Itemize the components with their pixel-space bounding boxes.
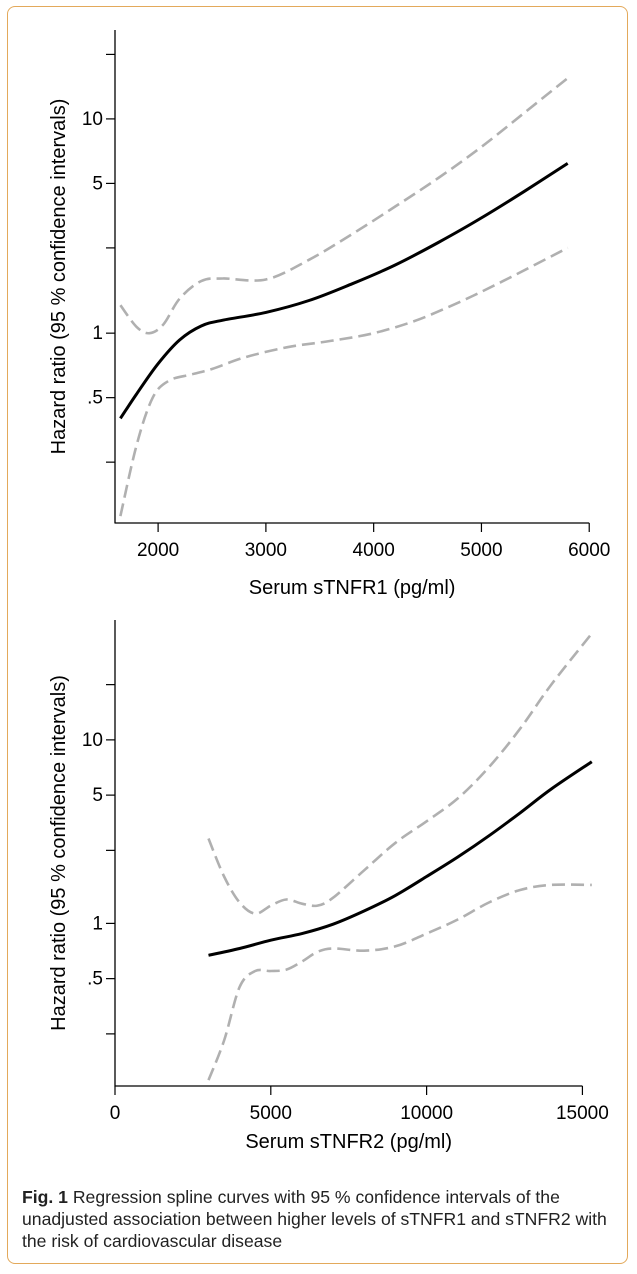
chart1-y-tick-label: .5 (87, 388, 103, 409)
chart1-x-tick-label: 2000 (137, 540, 179, 561)
caption-text: Regression spline curves with 95 % confi… (22, 1187, 607, 1251)
figure-caption: Fig. 1 Regression spline curves with 95 … (22, 1186, 622, 1252)
chart2-y-tick-label: 1 (92, 913, 103, 934)
figure-frame (7, 6, 628, 1264)
chart1-y-tick-label: 5 (92, 173, 103, 194)
chart2-x-tick-label: 5000 (250, 1103, 292, 1124)
chart2-y-tick-label: 10 (82, 730, 103, 751)
chart2-x-axis-label: Serum sTNFR2 (pg/ml) (245, 1131, 452, 1153)
chart2-x-tick-label: 15000 (556, 1103, 609, 1124)
chart2-hazard-ratio-line (208, 760, 593, 957)
chart2-y-tick-label: 5 (92, 785, 103, 806)
chart1-x-tick-label: 6000 (568, 540, 610, 561)
caption-label: Fig. 1 (22, 1187, 68, 1207)
chart2-x-tick-label: 0 (110, 1103, 121, 1124)
chart1-x-tick-label: 3000 (245, 540, 287, 561)
chart1-ci-band-line (119, 77, 569, 335)
chart1-x-axis-label: Serum sTNFR1 (pg/ml) (249, 577, 456, 599)
chart2-ci-band-line (207, 632, 593, 915)
chart1-y-tick-label: 10 (82, 109, 103, 130)
chart2-y-axis-label: Hazard ratio (95 % confidence intervals) (48, 675, 70, 1031)
chart2-ci-band-line (207, 883, 592, 1081)
chart1-x-tick-label: 5000 (460, 540, 502, 561)
chart1-ci-band-line (119, 246, 569, 517)
chart1-y-tick-label: 1 (92, 323, 103, 344)
chart2-y-tick-label: .5 (87, 969, 103, 990)
chart1-x-tick-label: 4000 (353, 540, 395, 561)
chart2-x-tick-label: 10000 (400, 1103, 453, 1124)
chart1-y-axis-label: Hazard ratio (95 % confidence intervals) (48, 99, 70, 455)
chart1-hazard-ratio-line (119, 162, 569, 420)
